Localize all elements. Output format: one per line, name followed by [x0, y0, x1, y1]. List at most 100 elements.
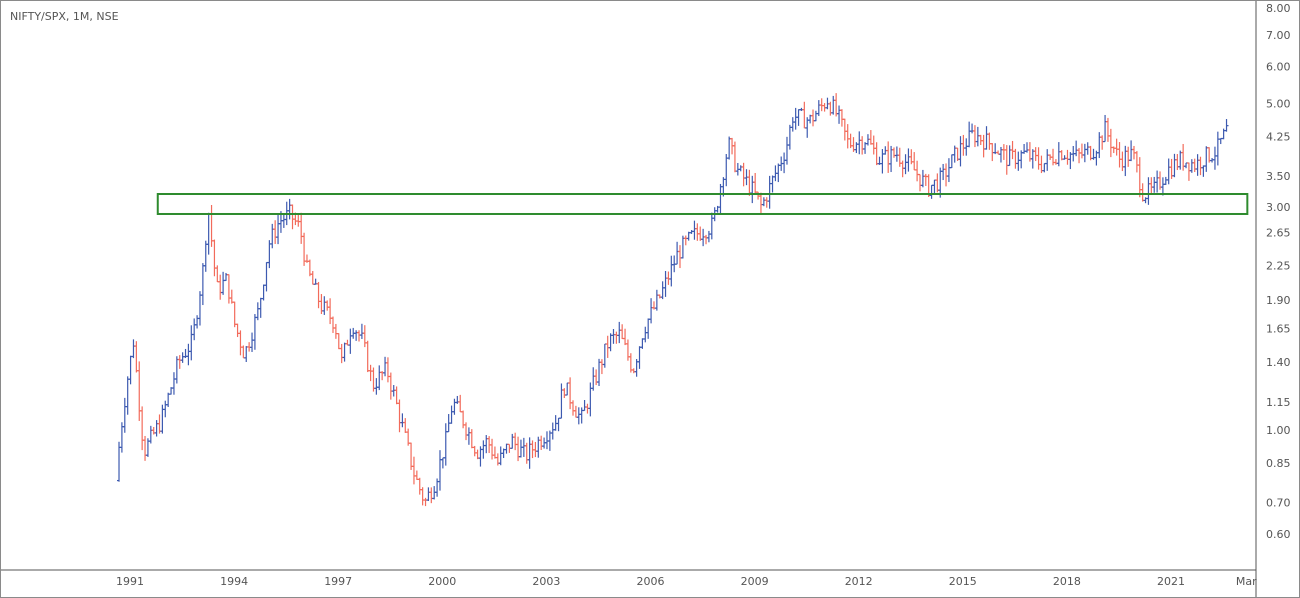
ohlc-bar	[984, 126, 989, 150]
ohlc-bar	[440, 457, 445, 469]
ohlc-bar	[839, 109, 844, 127]
ohlc-bar	[316, 281, 321, 309]
ohlc-bar	[582, 399, 587, 412]
ohlc-bar	[758, 192, 763, 214]
ohlc-bar	[900, 160, 905, 178]
ohlc-bar	[333, 323, 338, 339]
ohlc-bar	[1123, 145, 1128, 177]
ohlc-bar	[148, 425, 153, 444]
time-axis[interactable]: 1991 1994 1997 2000 2003 2006 2009 2012 2015 2018…	[116, 575, 1257, 588]
ohlc-bar	[568, 377, 573, 410]
ohlc-bar	[218, 274, 223, 300]
ohlc-bar	[241, 345, 246, 359]
price-tick-label: 4.25	[1266, 130, 1291, 143]
support-zone-rectangle[interactable]	[156, 193, 1249, 215]
ohlc-bar	[617, 321, 622, 344]
ohlc-bar	[1007, 145, 1012, 167]
ohlc-bar	[929, 184, 934, 199]
ohlc-bar	[946, 158, 951, 183]
ohlc-bar	[443, 423, 448, 466]
chart-title: NIFTY/SPX, 1M, NSE	[10, 10, 119, 23]
ohlc-bar	[669, 255, 674, 287]
ohlc-bar	[310, 271, 315, 285]
ohlc-bar	[550, 422, 555, 440]
ohlc-bar	[579, 407, 584, 424]
price-tick-label: 1.65	[1266, 322, 1291, 335]
ohlc-bar	[571, 400, 576, 416]
ohlc-bar	[458, 394, 463, 413]
ohlc-bar	[666, 271, 671, 285]
ohlc-bar	[828, 101, 833, 116]
ohlc-bar	[411, 456, 416, 485]
ohlc-bar	[860, 136, 865, 155]
ohlc-bar	[270, 223, 275, 249]
ohlc-bar	[244, 346, 249, 362]
ohlc-bar	[646, 318, 651, 339]
ohlc-bar	[397, 399, 402, 433]
ohlc-bar	[195, 315, 200, 329]
ohlc-bar	[813, 110, 818, 122]
price-tick-label: 3.50	[1266, 170, 1291, 183]
ohlc-bar	[1030, 149, 1035, 169]
ohlc-bar	[1178, 150, 1183, 170]
ohlc-bar	[1172, 153, 1177, 178]
ohlc-bar	[1212, 146, 1217, 170]
time-tick-label: 2003	[532, 575, 560, 588]
ohlc-bar	[709, 212, 714, 240]
ohlc-bar	[273, 220, 278, 244]
ohlc-bar	[1056, 142, 1061, 167]
ohlc-bar	[490, 438, 495, 460]
ohlc-bar	[764, 197, 769, 208]
ohlc-bar	[1033, 147, 1038, 162]
ohlc-bar	[605, 335, 610, 358]
ohlc-bar	[1140, 183, 1145, 202]
price-axis[interactable]: 8.00 7.00 6.00 5.00 4.25 3.50 3.00 2.65 2.25 1.90…	[1266, 2, 1291, 541]
ohlc-bar	[944, 163, 949, 187]
ohlc-bar	[221, 271, 226, 295]
ohlc-bar	[857, 131, 862, 155]
ohlc-bar	[727, 136, 732, 160]
ohlc-bars	[117, 93, 1229, 507]
ohlc-bar	[1010, 140, 1015, 160]
time-tick-label: 2018	[1053, 575, 1081, 588]
ohlc-bar	[1065, 149, 1070, 165]
ohlc-bar	[174, 356, 179, 384]
ohlc-bar	[573, 405, 578, 418]
ohlc-bar	[559, 383, 564, 419]
ohlc-bar	[811, 109, 816, 127]
time-tick-label: 2021	[1157, 575, 1185, 588]
ohlc-bar	[339, 343, 344, 364]
ohlc-bar	[1163, 176, 1168, 185]
ohlc-bar	[871, 135, 876, 155]
ohlc-bar	[643, 326, 648, 343]
ohlc-bar	[1184, 162, 1189, 169]
ohlc-bar	[981, 134, 986, 158]
ohlc-bar	[383, 356, 388, 377]
ohlc-bar	[1001, 144, 1006, 160]
ohlc-bar	[692, 220, 697, 240]
ohlc-bar	[238, 330, 243, 356]
ohlc-bar	[654, 289, 659, 311]
ohlc-bar	[625, 339, 630, 361]
ohlc-bar	[1152, 176, 1157, 193]
ohlc-bar	[192, 318, 197, 341]
ohlc-bar	[837, 105, 842, 124]
time-tick-label: 2000	[428, 575, 456, 588]
ohlc-bar	[1105, 117, 1110, 142]
ohlc-bar	[640, 338, 645, 349]
ohlc-bar	[932, 179, 937, 195]
ohlc-bar	[802, 101, 807, 129]
ohlc-bar	[556, 417, 561, 432]
ohlc-bar	[394, 386, 399, 405]
ohlc-bar	[461, 410, 466, 429]
ohlc-bar	[377, 365, 382, 391]
ohlc-bar	[597, 358, 602, 387]
ohlc-bar	[958, 136, 963, 167]
time-tick-label: 1991	[116, 575, 144, 588]
ohlc-bar	[675, 241, 680, 265]
price-tick-label: 0.85	[1266, 457, 1291, 470]
ohlc-bar	[912, 152, 917, 171]
price-tick-label: 1.90	[1266, 294, 1291, 307]
